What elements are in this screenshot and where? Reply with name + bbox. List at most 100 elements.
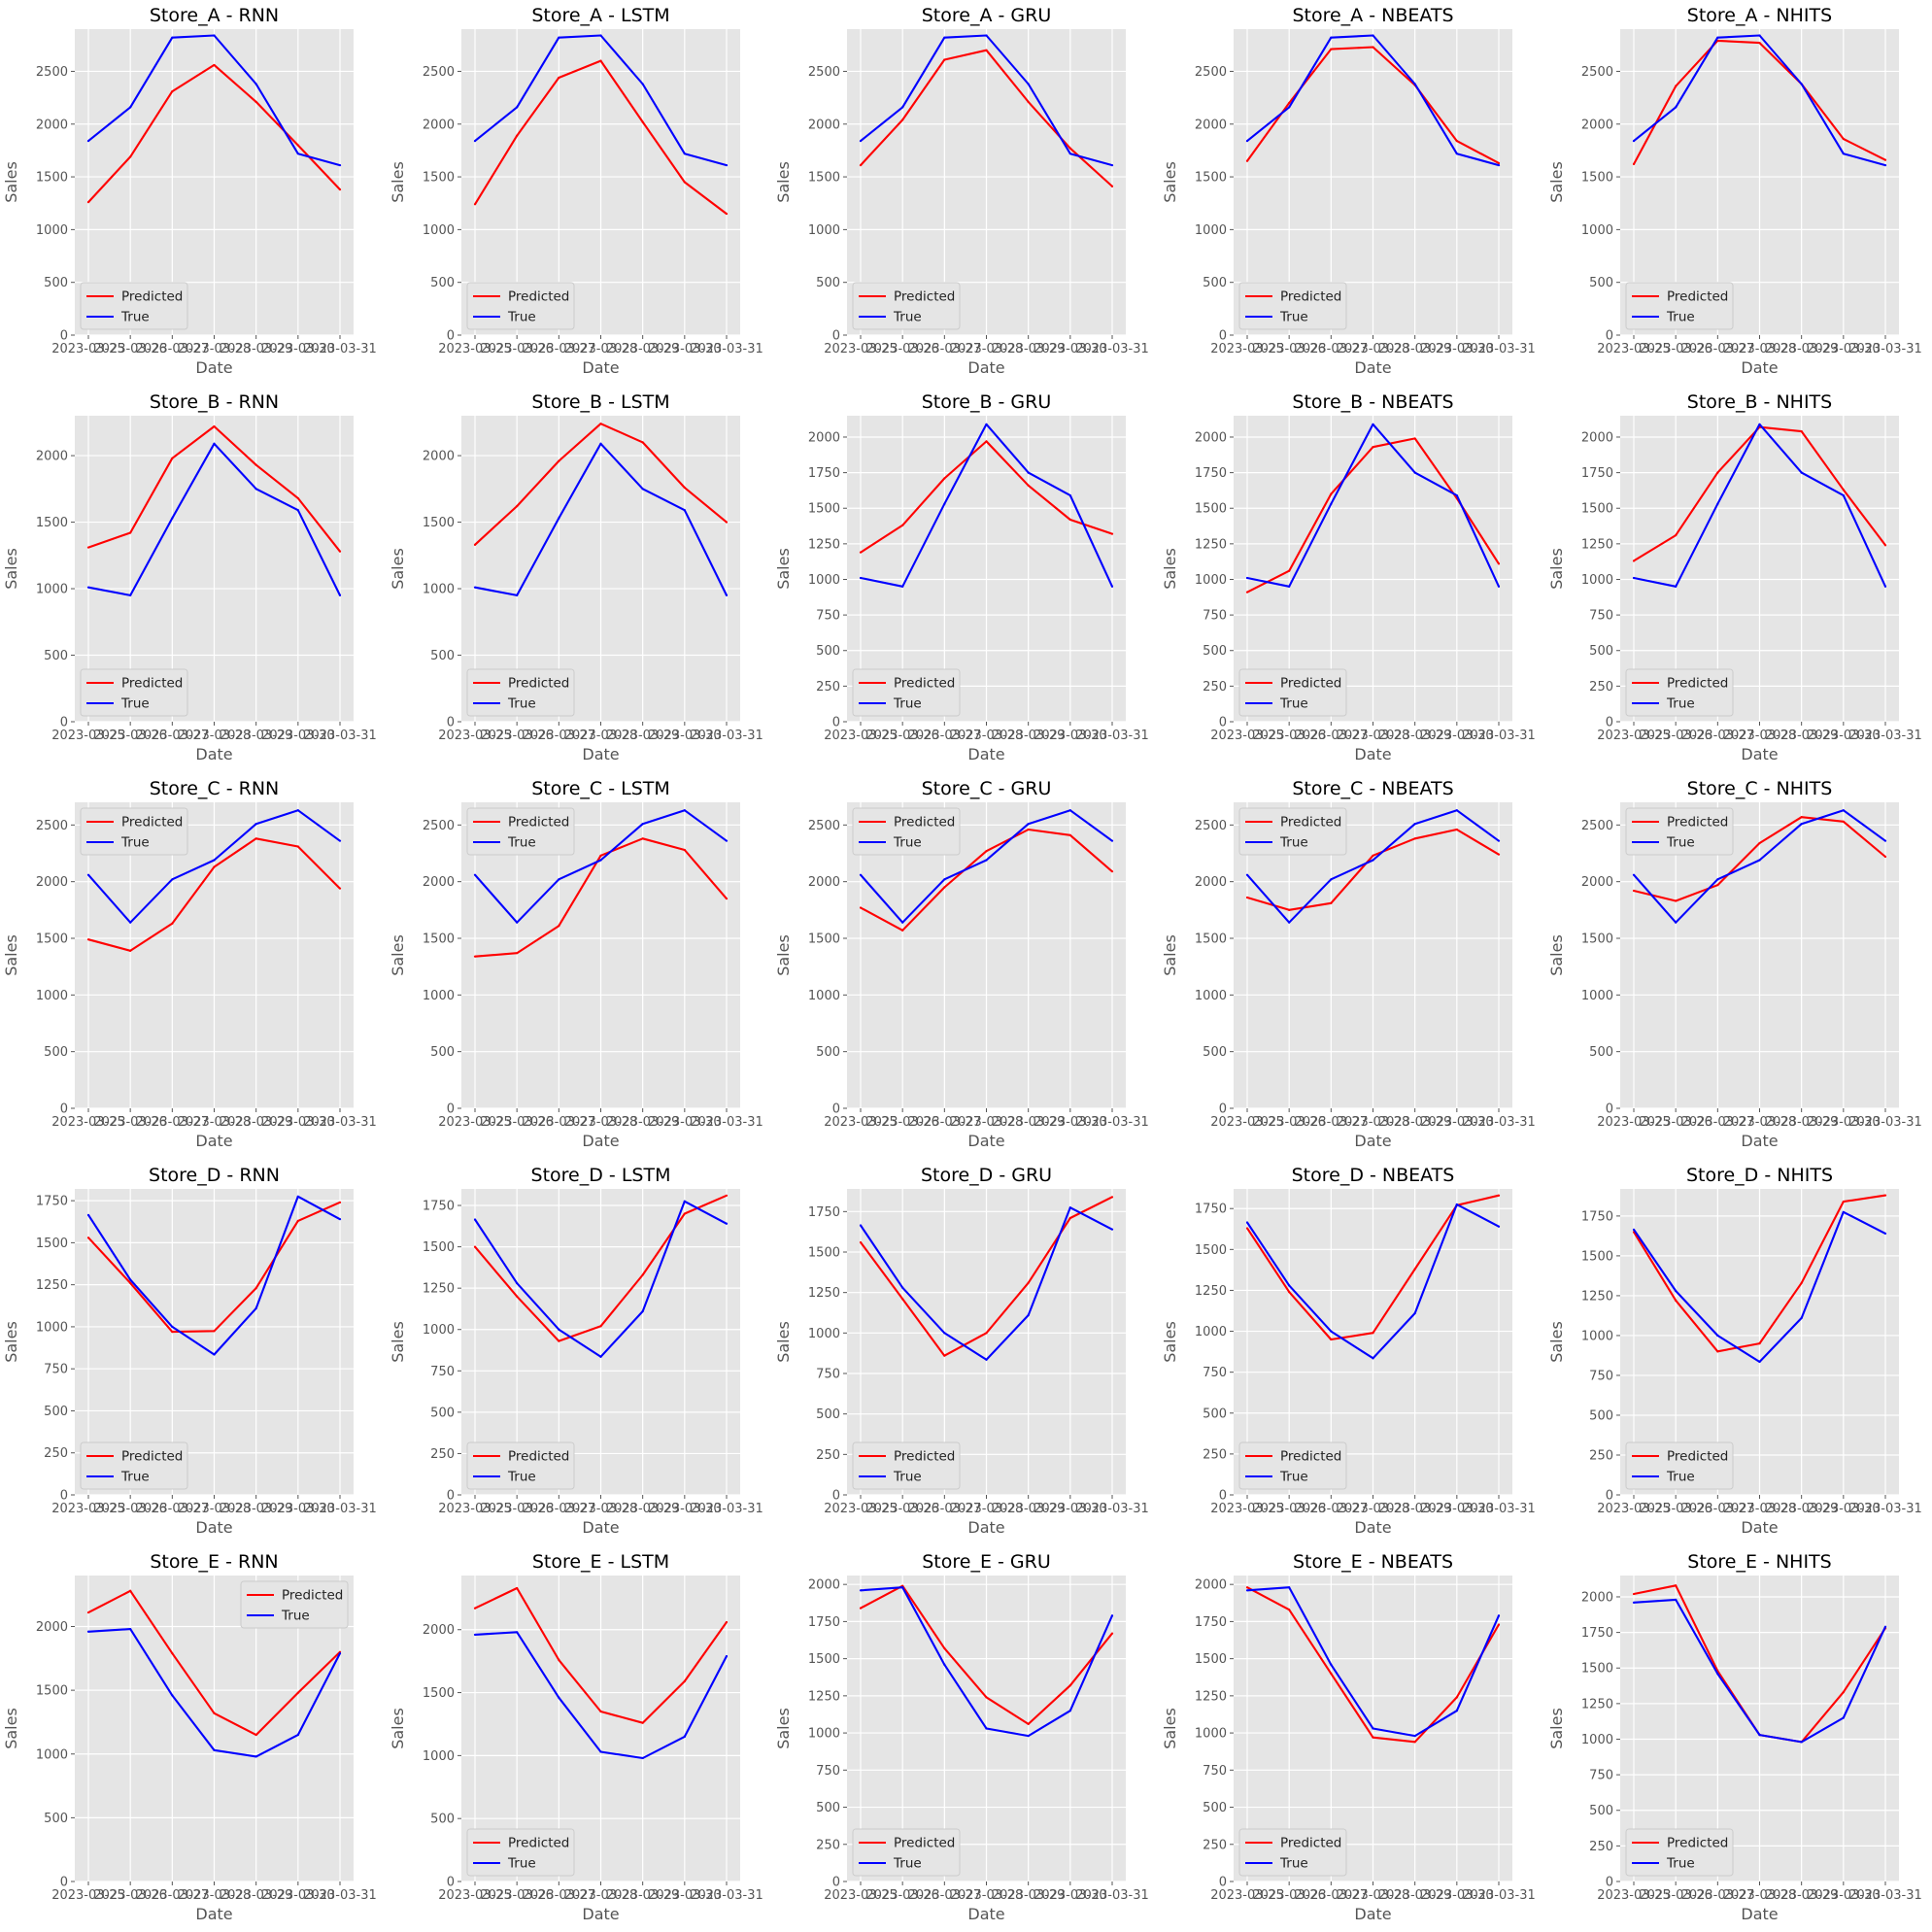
subplot: 025050075010001250150017502023-03-252023… (774, 1165, 1149, 1537)
data-point-predicted (725, 898, 729, 900)
subplot-title: Store_C - NBEATS (1292, 778, 1453, 799)
x-tick-label: 2023-03-28 (178, 1502, 252, 1516)
data-point-predicted (1883, 544, 1887, 547)
data-point-predicted (213, 1712, 216, 1714)
y-axis-label: Sales (1161, 161, 1179, 203)
data-point-true (901, 1286, 904, 1289)
y-tick-label: 1750 (808, 466, 840, 481)
y-tick-label: 1250 (1195, 1689, 1227, 1704)
y-tick-label: 1500 (1195, 502, 1227, 517)
subplot-title: Store_D - GRU (921, 1165, 1052, 1186)
data-point-true (1632, 1601, 1636, 1604)
y-axis-label: Sales (1547, 1321, 1566, 1363)
y-tick-label: 1250 (36, 1278, 68, 1293)
data-point-true (171, 517, 174, 520)
data-point-true (254, 1306, 257, 1309)
data-point-predicted (1842, 820, 1845, 823)
x-tick-label: 2023-03-27 (1295, 729, 1369, 743)
legend-label: Predicted (1280, 1449, 1341, 1465)
y-tick-label: 2000 (808, 118, 840, 132)
legend-label: True (1666, 835, 1695, 851)
y-tick-label: 1250 (1581, 1697, 1613, 1712)
y-tick-label: 250 (816, 1448, 840, 1463)
data-point-true (129, 921, 132, 924)
legend: Predicted True (852, 668, 961, 717)
data-point-true (129, 593, 132, 596)
x-tick-label: 2023-03-27 (908, 342, 982, 356)
data-point-true (1758, 34, 1761, 37)
x-tick-label: 2023-03-26 (480, 1502, 554, 1516)
data-point-true (1497, 1225, 1501, 1228)
data-point-true (129, 1628, 132, 1631)
y-tick-label: 2500 (36, 65, 68, 80)
data-point-predicted (683, 848, 686, 852)
data-point-predicted (725, 1620, 729, 1624)
x-tick-label: 2023-03-31 (1848, 1888, 1922, 1903)
data-point-predicted (1288, 908, 1291, 911)
data-point-true (1288, 106, 1291, 109)
data-point-true (1758, 1733, 1761, 1737)
legend-label: Predicted (894, 1449, 955, 1465)
x-tick-label: 2023-03-25 (1210, 729, 1284, 743)
y-tick-label: 500 (816, 276, 840, 290)
x-tick-label: 2023-03-31 (1848, 729, 1922, 743)
data-point-predicted (1027, 100, 1030, 104)
x-tick-label: 2023-03-30 (1034, 1888, 1107, 1903)
data-point-true (86, 873, 90, 876)
data-point-true (1245, 576, 1249, 580)
subplot-title: Store_D - RNN (149, 1165, 280, 1186)
subplot-title: Store_D - NHITS (1686, 1165, 1833, 1186)
data-point-predicted (86, 1237, 90, 1239)
x-tick-label: 2023-03-27 (1681, 1115, 1755, 1130)
data-point-predicted (985, 49, 988, 51)
subplot: 025050075010001250150017502023-03-252023… (1161, 1165, 1536, 1537)
data-point-predicted (1842, 1691, 1845, 1694)
y-tick-label: 0 (1219, 329, 1227, 344)
y-tick-label: 750 (816, 1764, 840, 1779)
x-tick-label: 2023-03-30 (1034, 342, 1107, 356)
legend-label: Predicted (894, 1836, 955, 1851)
legend-label: Predicted (508, 676, 569, 692)
data-point-predicted (1372, 1332, 1374, 1335)
data-point-true (558, 878, 560, 881)
data-point-predicted (901, 929, 904, 932)
x-tick-label: 2023-03-26 (480, 1888, 554, 1903)
y-tick-label: 750 (816, 1368, 840, 1382)
data-point-true (1758, 1360, 1761, 1364)
data-point-predicted (473, 955, 477, 958)
subplot-title: Store_A - GRU (922, 5, 1051, 26)
data-point-true (516, 593, 519, 596)
x-tick-label: 2023-03-26 (1252, 729, 1326, 743)
legend-label: True (1666, 1856, 1695, 1872)
data-point-predicted (129, 155, 132, 158)
data-point-predicted (1372, 46, 1374, 49)
y-tick-label: 500 (1589, 1408, 1613, 1423)
data-point-true (171, 878, 174, 881)
y-tick-label: 500 (44, 276, 68, 290)
subplot-title: Store_E - LSTM (532, 1551, 669, 1573)
x-tick-label: 2023-03-28 (178, 1115, 252, 1130)
x-tick-label: 2023-03-29 (220, 342, 293, 356)
x-tick-label: 2023-03-30 (648, 729, 722, 743)
data-point-predicted (296, 1219, 299, 1222)
x-tick-label: 2023-03-30 (261, 1115, 335, 1130)
data-point-predicted (599, 59, 602, 62)
legend-label: True (893, 1856, 922, 1872)
data-point-true (1842, 493, 1845, 497)
legend: Predicted True (1238, 1828, 1347, 1877)
data-point-predicted (86, 1610, 90, 1614)
data-point-true (1800, 471, 1803, 474)
y-tick-label: 1000 (1581, 1329, 1613, 1343)
data-point-true (901, 585, 904, 588)
data-point-predicted (641, 837, 644, 840)
x-tick-label: 2023-03-29 (606, 1502, 680, 1516)
y-tick-label: 500 (44, 1812, 68, 1826)
legend: Predicted True (80, 282, 188, 330)
data-point-predicted (1842, 137, 1845, 141)
x-tick-label: 2023-03-31 (1075, 1502, 1149, 1516)
y-tick-label: 1500 (808, 502, 840, 517)
x-tick-label: 2023-03-25 (438, 729, 512, 743)
data-point-predicted (1413, 1741, 1416, 1744)
y-axis-label: Sales (2, 1708, 20, 1749)
data-point-predicted (171, 1651, 174, 1655)
